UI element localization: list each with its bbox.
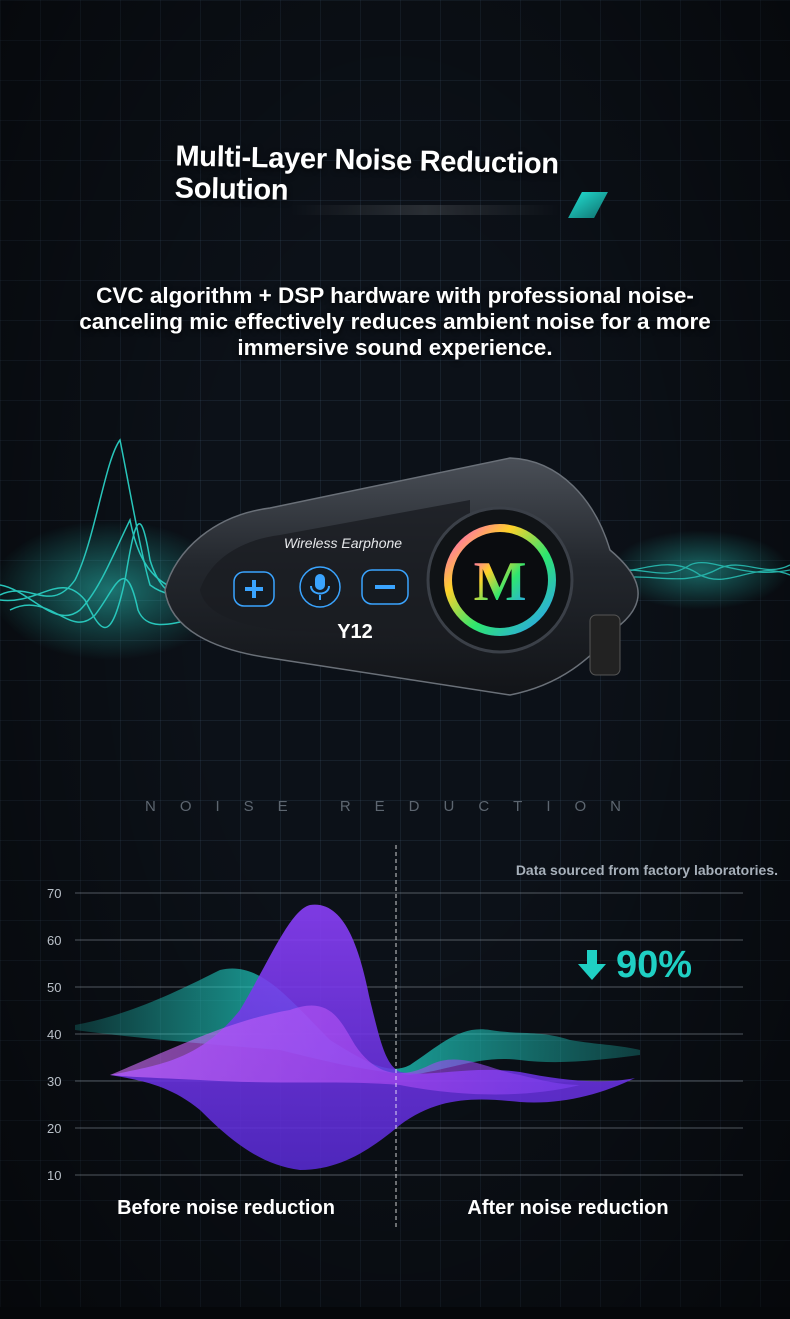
arrow-down-icon bbox=[578, 949, 606, 980]
microphone-button[interactable] bbox=[299, 566, 341, 608]
y-tick-label: 20 bbox=[47, 1121, 61, 1136]
y-tick-label: 40 bbox=[47, 1027, 61, 1042]
y-tick-label: 60 bbox=[47, 933, 61, 948]
earphone-illustration: Wireless Earphone Y12 M bbox=[0, 438, 790, 696]
minus-button[interactable] bbox=[361, 569, 409, 605]
y-tick-label: 70 bbox=[47, 886, 61, 901]
y-tick-label: 50 bbox=[47, 980, 61, 995]
reduction-indicator: 90% bbox=[578, 944, 692, 987]
rgb-logo-button[interactable]: M bbox=[426, 506, 574, 654]
page-title: Multi-Layer Noise Reduction Solution bbox=[174, 140, 560, 207]
feature-description: CVC algorithm + DSP hardware with profes… bbox=[79, 283, 711, 360]
plus-button[interactable] bbox=[233, 571, 275, 607]
chart-grid bbox=[75, 892, 743, 1176]
minus-icon bbox=[375, 585, 395, 589]
source-note: Data sourced from factory laboratories. bbox=[515, 862, 778, 878]
title-underline bbox=[290, 205, 560, 215]
bottom-bar bbox=[0, 1307, 790, 1319]
section-label: NOISE REDUCTION bbox=[144, 798, 645, 815]
chart-y-axis: 70 60 50 40 30 20 10 bbox=[47, 886, 61, 1183]
y-tick-label: 10 bbox=[47, 1168, 61, 1183]
microphone-icon bbox=[310, 574, 330, 600]
reduction-value: 90% bbox=[616, 944, 693, 986]
category-label-after: After noise reduction bbox=[467, 1197, 668, 1219]
device-label: Wireless Earphone bbox=[284, 535, 402, 551]
noise-chart: 70 60 50 40 30 20 10 Before noise reduction Af… bbox=[47, 845, 743, 1230]
y-tick-label: 30 bbox=[47, 1074, 61, 1089]
logo-letter: M bbox=[474, 551, 527, 613]
purple-noise-area bbox=[110, 904, 635, 1170]
plus-icon bbox=[245, 580, 263, 598]
teal-noise-area bbox=[75, 968, 640, 1075]
charging-port bbox=[589, 614, 621, 676]
violet-noise-area bbox=[110, 1005, 580, 1095]
device-model: Y12 bbox=[337, 621, 373, 643]
category-label-before: Before noise reduction bbox=[117, 1197, 335, 1219]
